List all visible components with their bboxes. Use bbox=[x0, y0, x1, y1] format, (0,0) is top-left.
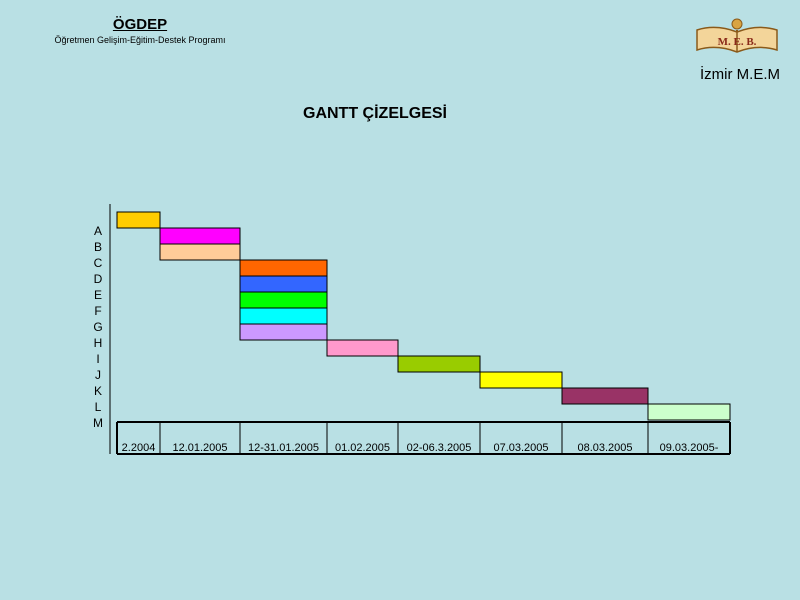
row-label: H bbox=[94, 336, 103, 350]
period-label: 09.03.2005- bbox=[660, 442, 719, 454]
row-label: L bbox=[95, 400, 102, 414]
gantt-bar-d bbox=[239, 259, 328, 277]
gantt-bar-e bbox=[239, 275, 328, 293]
period-label: 01.02.2005 bbox=[335, 442, 390, 454]
row-label: I bbox=[96, 352, 99, 366]
gantt-bar-i bbox=[326, 339, 399, 357]
row-label: J bbox=[95, 368, 101, 382]
row-label: B bbox=[94, 240, 102, 254]
gantt-bar-m bbox=[647, 403, 731, 421]
chart-title: GANTT ÇİZELGESİ bbox=[303, 105, 447, 122]
gantt-bar-c bbox=[159, 243, 241, 261]
period-label: 07.03.2005 bbox=[493, 442, 548, 454]
logo-text: M. E. B. bbox=[718, 36, 757, 48]
row-label: M bbox=[93, 416, 103, 430]
row-label: D bbox=[94, 272, 103, 286]
row-label: C bbox=[94, 256, 103, 270]
org-subtitle: Öğretmen Gelişim-Eğitim-Destek Programı bbox=[54, 35, 226, 45]
row-label: F bbox=[94, 304, 101, 318]
gantt-bar-f bbox=[239, 291, 328, 309]
row-label: K bbox=[94, 384, 102, 398]
period-label: 12-31.01.2005 bbox=[248, 442, 319, 454]
period-label: 2.2004 bbox=[122, 442, 156, 454]
meb-book-logo-icon: M. E. B. bbox=[694, 16, 780, 58]
period-label: 02-06.3.2005 bbox=[407, 442, 472, 454]
gantt-bar-g bbox=[239, 307, 328, 325]
period-label: 12.01.2005 bbox=[172, 442, 227, 454]
period-label: 08.03.2005 bbox=[577, 442, 632, 454]
row-label: E bbox=[94, 288, 102, 302]
row-label: G bbox=[93, 320, 102, 334]
org-header: ÖGDEP Öğretmen Gelişim-Eğitim-Destek Pro… bbox=[20, 16, 260, 46]
gantt-bar-b bbox=[159, 227, 241, 245]
row-label: A bbox=[94, 224, 102, 238]
gantt-bar-a bbox=[116, 211, 161, 229]
gantt-bar-j bbox=[397, 355, 481, 373]
gantt-bar-k bbox=[479, 371, 563, 389]
org-title: ÖGDEP bbox=[112, 16, 168, 33]
gantt-bar-l bbox=[561, 387, 649, 405]
region-label: İzmir M.E.M bbox=[700, 66, 780, 83]
gantt-bar-h bbox=[239, 323, 328, 341]
